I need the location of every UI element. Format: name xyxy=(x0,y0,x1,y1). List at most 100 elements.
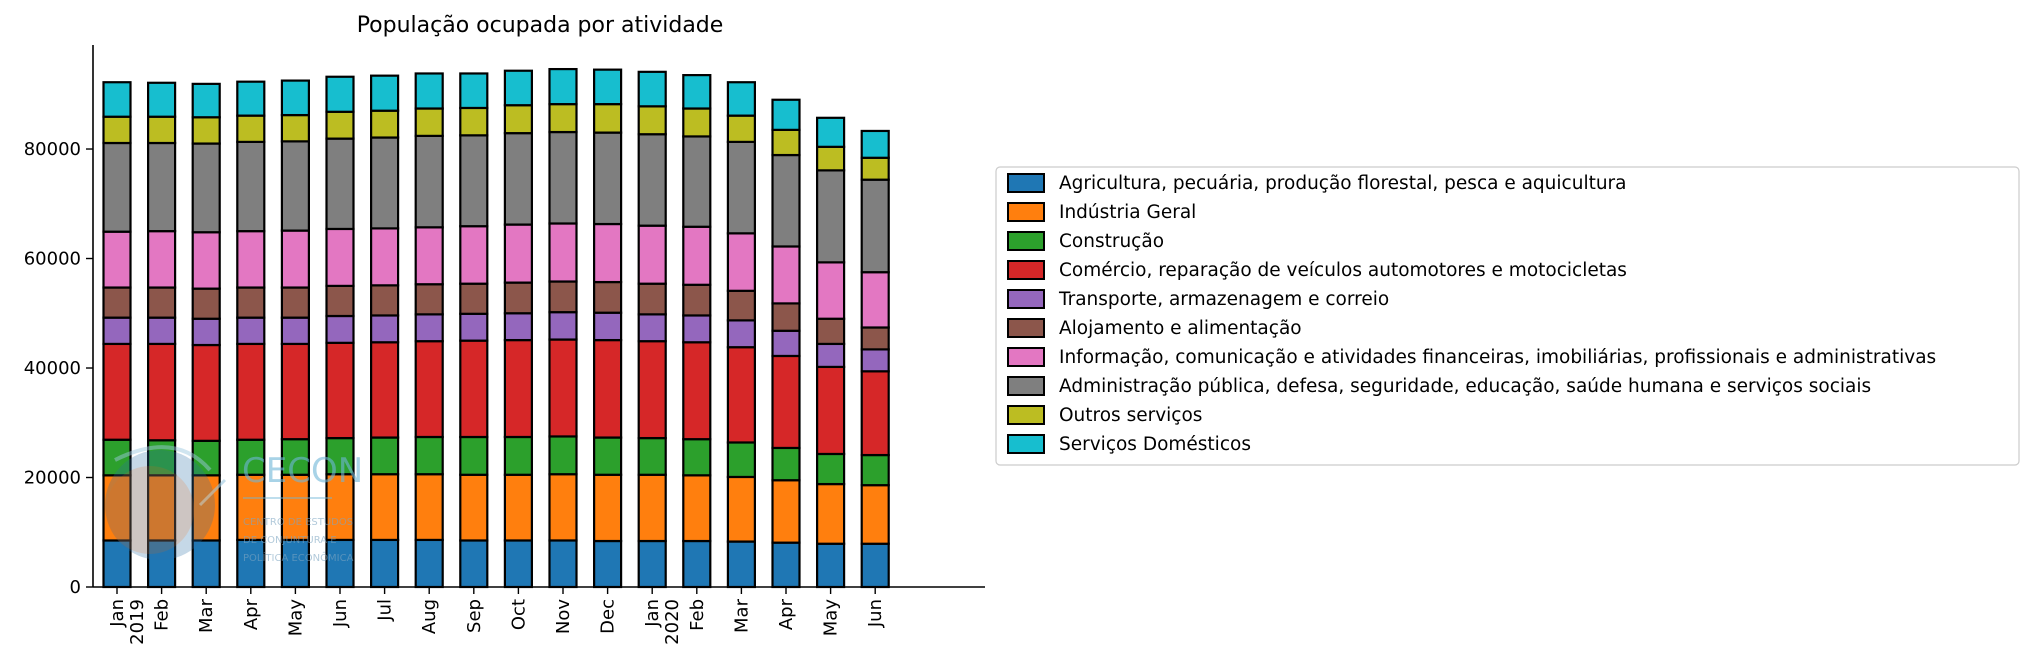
bar-segment xyxy=(370,473,400,542)
bar-segment xyxy=(682,438,712,477)
bar-segment xyxy=(370,136,400,230)
x-tick-label-month: Jun xyxy=(330,599,351,628)
bar-segment xyxy=(682,283,712,317)
bar-segment xyxy=(637,436,667,476)
bar-segment xyxy=(815,317,846,346)
bar-segment xyxy=(325,314,355,344)
axes xyxy=(92,45,985,588)
bar-segment xyxy=(236,230,266,289)
bar-segment xyxy=(771,128,801,157)
bar-segment xyxy=(682,474,712,543)
bar-segment xyxy=(503,223,533,284)
bar-segment xyxy=(637,105,667,136)
legend-label: Comércio, reparação de veículos automoto… xyxy=(1059,260,1627,281)
x-tick-label-month: Feb xyxy=(687,599,708,631)
bar-segment xyxy=(592,436,623,476)
bar-segment xyxy=(726,114,757,144)
bar-segment xyxy=(147,81,177,118)
bar-segment xyxy=(637,70,667,108)
bar-segment xyxy=(280,473,310,542)
bar-segment xyxy=(325,110,355,140)
bar-segment xyxy=(860,370,890,457)
bar-segment xyxy=(147,342,177,442)
bar-segment xyxy=(102,230,132,289)
bar-segment xyxy=(191,439,221,477)
bar-segment xyxy=(637,282,667,316)
bar-segment xyxy=(771,153,801,248)
x-tick-label-month: Mar xyxy=(196,598,217,633)
bar-segment xyxy=(414,313,444,343)
chart-title: População ocupada por atividade xyxy=(357,13,724,38)
bar-segment xyxy=(771,479,801,544)
bar-segment xyxy=(370,314,400,344)
bar-segment xyxy=(236,140,266,233)
x-tick-label-month: Feb xyxy=(152,599,173,631)
x-tick-label-month: Sep xyxy=(464,599,485,633)
bar-segment xyxy=(102,316,132,346)
bar-segment xyxy=(102,141,132,233)
bar-segment xyxy=(592,539,623,589)
bar-segment xyxy=(414,283,444,316)
bar-segment xyxy=(592,338,623,439)
x-ticks: Jan 2019 Feb Mar Apr May Jun Jul Aug Sep Oct Nov Dec… xyxy=(107,587,886,645)
bar-segment xyxy=(815,261,846,320)
bar-segment xyxy=(280,140,310,232)
bar-segment xyxy=(459,539,489,589)
bar-segment xyxy=(370,227,400,287)
bar-segment xyxy=(592,311,623,342)
bar-segment xyxy=(236,342,266,441)
legend-swatch xyxy=(1007,289,1045,309)
bar-segment xyxy=(459,282,489,315)
y-tick-label: 40000 xyxy=(24,358,81,379)
legend-label: Alojamento e alimentação xyxy=(1059,318,1302,339)
bar-segment xyxy=(726,441,757,479)
bar-segment xyxy=(592,222,623,284)
bar-segment xyxy=(191,287,221,320)
bar-segment xyxy=(726,289,757,322)
x-tick-label-month: Apr xyxy=(241,598,262,630)
x-tick-label-month: Jan xyxy=(642,599,663,628)
bar-segment xyxy=(637,473,667,543)
bar-segment xyxy=(860,156,890,181)
bar-segment xyxy=(815,342,846,369)
legend-swatch xyxy=(1007,231,1045,251)
watermark-globe-icon xyxy=(105,450,215,560)
bar-segment xyxy=(191,343,221,442)
legend-swatch xyxy=(1007,405,1045,425)
bar-segment xyxy=(102,286,132,319)
legend-swatch xyxy=(1007,318,1045,338)
bar-segment xyxy=(726,346,757,444)
bar-segment xyxy=(592,68,623,106)
bar-segment xyxy=(280,286,310,319)
bar-segment xyxy=(682,107,712,138)
x-tick-label-month: Jul xyxy=(375,599,396,622)
bar-segment xyxy=(459,225,489,285)
bar-segment xyxy=(414,72,444,110)
bar-segment xyxy=(370,341,400,439)
y-tick-label: 0 xyxy=(70,577,81,598)
bar-segment xyxy=(236,114,266,144)
bar-segment xyxy=(191,539,221,589)
x-tick-label-year: 2020 xyxy=(662,599,683,645)
bar-segment xyxy=(147,115,177,145)
watermark-tagline-2: DE CONJUNTURA E xyxy=(243,535,337,546)
bar-segment xyxy=(815,365,846,456)
y-tick-label: 80000 xyxy=(24,139,81,160)
bar-segment xyxy=(682,225,712,286)
bar-segment xyxy=(682,74,712,110)
bar-segment xyxy=(637,539,667,589)
bar-segment xyxy=(503,435,533,476)
bar-segment xyxy=(280,113,310,143)
watermark-tagline-1: CENTRO DE ESTUDOS xyxy=(243,517,353,528)
bar-segment xyxy=(771,354,801,450)
bar-segment xyxy=(682,135,712,228)
bar-segment xyxy=(102,81,132,118)
bar-segment xyxy=(548,103,578,134)
bar-segment xyxy=(280,79,310,117)
watermark-tagline-3: POLÍTICA ECONÔMICA xyxy=(243,551,354,564)
bar-segment xyxy=(236,438,266,476)
x-tick-label-month: May xyxy=(821,599,842,637)
bar-segment xyxy=(459,134,489,228)
bar-segment xyxy=(726,540,757,589)
bar-segment xyxy=(147,286,177,319)
